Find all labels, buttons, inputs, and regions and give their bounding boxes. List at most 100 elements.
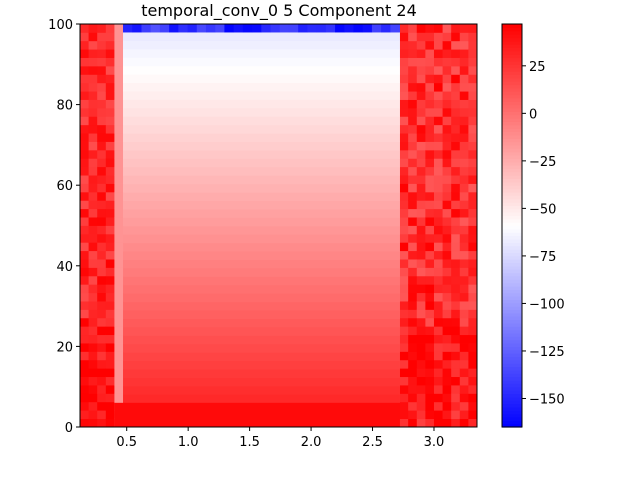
heatmap-cell (88, 242, 98, 252)
heatmap-cell (459, 107, 469, 117)
heatmap-cell (451, 183, 461, 193)
heatmap-cell (105, 393, 115, 403)
heatmap-cell (123, 99, 400, 109)
heatmap-cell (80, 250, 90, 260)
heatmap-cell (123, 284, 400, 294)
heatmap-cell (433, 267, 443, 277)
heatmap-cell (442, 175, 452, 184)
heatmap-cell (97, 376, 107, 386)
heatmap-cell (88, 250, 98, 260)
heatmap-cell (468, 317, 478, 327)
colorbar-segment (502, 60, 522, 65)
heatmap-cell (416, 158, 426, 168)
heatmap-cell (114, 158, 124, 168)
heatmap-cell (442, 133, 452, 142)
colorbar-segment (502, 265, 522, 270)
heatmap-cell (442, 40, 452, 50)
heatmap-cell (390, 24, 400, 33)
colorbar-segment (502, 181, 522, 186)
heatmap-cell (416, 368, 426, 378)
heatmap-cell (114, 317, 124, 327)
heatmap-cell (459, 259, 469, 268)
heatmap-cell (123, 369, 400, 378)
heatmap-cell (399, 74, 409, 84)
heatmap-cell (433, 133, 443, 142)
heatmap-cell (88, 401, 98, 411)
heatmap-cell (399, 141, 409, 151)
heatmap-cell (408, 116, 418, 126)
heatmap-cell (97, 49, 107, 58)
heatmap-cell (97, 267, 107, 277)
heatmap-cell (123, 242, 400, 252)
heatmap-cell (468, 99, 478, 109)
heatmap-cell (433, 49, 443, 58)
heatmap-cell (459, 233, 469, 243)
y-tick-label: 60 (56, 179, 73, 194)
heatmap-cell (408, 74, 418, 84)
heatmap-cell (88, 166, 98, 176)
colorbar-segment (502, 215, 522, 220)
colorbar-segment (502, 383, 522, 388)
heatmap-cell (416, 292, 426, 302)
heatmap-cell (105, 124, 115, 134)
colorbar-segment (502, 259, 522, 264)
heatmap-cell (408, 284, 418, 294)
heatmap-cell (451, 158, 461, 168)
heatmap-cell (97, 107, 107, 117)
heatmap-cell (468, 309, 478, 319)
heatmap-cell (451, 208, 461, 218)
heatmap-cell (408, 158, 418, 168)
colorbar-segment (502, 319, 522, 324)
heatmap-cell (399, 275, 409, 285)
heatmap-cell (80, 158, 90, 168)
heatmap-cell (97, 24, 107, 33)
heatmap-cell (425, 292, 435, 302)
heatmap-cell (80, 225, 90, 235)
heatmap-cell (416, 191, 426, 201)
heatmap-cell (451, 393, 461, 403)
heatmap-cell (451, 250, 461, 260)
heatmap-cell (80, 393, 90, 403)
heatmap-cell (468, 225, 478, 235)
heatmap-cell (433, 376, 443, 386)
y-tick-label: 100 (48, 18, 73, 33)
heatmap-cell (425, 359, 435, 369)
heatmap-cell (459, 200, 469, 210)
heatmap-cell (123, 48, 400, 58)
heatmap-cell (459, 401, 469, 411)
heatmap-cell (433, 65, 443, 75)
colorbar-segment (502, 406, 522, 411)
heatmap-cell (80, 65, 90, 75)
heatmap-cell (80, 175, 90, 184)
heatmap-cell (97, 149, 107, 159)
heatmap-cell (169, 24, 179, 33)
heatmap-cell (433, 233, 443, 243)
heatmap-cell (114, 124, 124, 134)
heatmap-cell (114, 414, 400, 428)
heatmap-cell (425, 133, 435, 142)
heatmap-cell (442, 141, 452, 151)
heatmap-cell (425, 191, 435, 201)
heatmap-cell (416, 32, 426, 42)
heatmap-cell (114, 133, 124, 142)
heatmap-cell (114, 376, 124, 386)
heatmap-cell (433, 208, 443, 218)
heatmap-cell (123, 377, 400, 387)
heatmap-cell (468, 401, 478, 411)
colorbar-segment (502, 40, 522, 45)
heatmap-cell (451, 351, 461, 361)
colorbar-segment (502, 198, 522, 203)
colorbar-segment (502, 400, 522, 405)
heatmap-cell (88, 368, 98, 378)
heatmap-cell (459, 191, 469, 201)
heatmap-cell (97, 124, 107, 134)
heatmap-cell (451, 32, 461, 42)
heatmap-cell (105, 351, 115, 361)
heatmap-cell (459, 82, 469, 92)
colorbar-segment (502, 349, 522, 354)
heatmap-cell (399, 65, 409, 75)
heatmap-cell (459, 301, 469, 310)
heatmap-cell (114, 116, 124, 126)
heatmap-cell (442, 359, 452, 369)
